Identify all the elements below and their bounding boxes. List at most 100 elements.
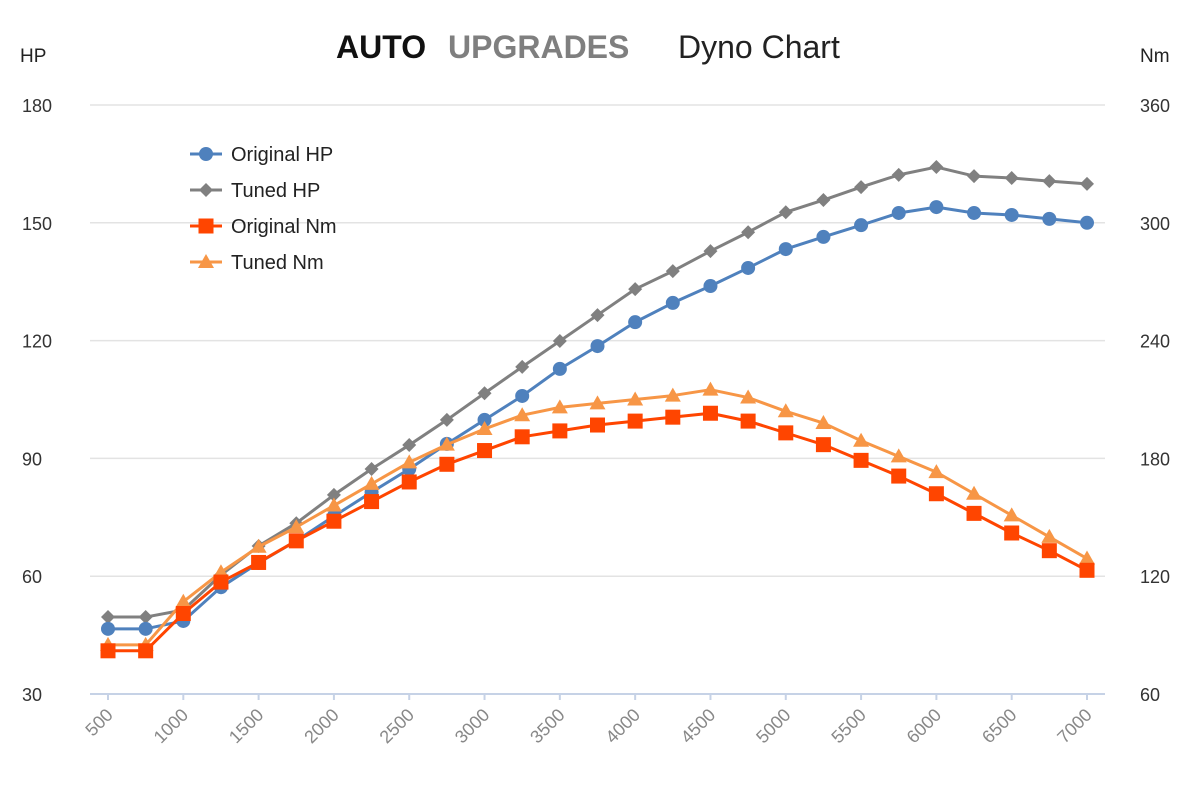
data-point	[552, 333, 567, 348]
y-right-tick-label: 360	[1140, 96, 1170, 116]
data-point	[175, 593, 192, 608]
data-point	[101, 610, 115, 625]
data-point	[401, 474, 417, 490]
y-right-tick-label: 300	[1140, 214, 1170, 234]
legend-label: Tuned HP	[231, 180, 320, 202]
data-point	[1004, 171, 1019, 186]
y-left-tick-label: 180	[22, 96, 52, 116]
y-right-tick-label: 120	[1140, 567, 1170, 587]
data-point	[551, 399, 568, 414]
data-point	[326, 513, 342, 529]
x-tick-label: 1000	[150, 705, 192, 747]
y-left-tick-label: 30	[22, 685, 42, 705]
data-point	[741, 260, 756, 275]
data-point	[891, 205, 906, 220]
chart-title: Dyno Chart	[678, 29, 840, 65]
y-left-tick-label: 90	[22, 449, 42, 469]
data-point	[477, 443, 493, 459]
data-point	[702, 405, 718, 421]
x-tick-label: 500	[81, 705, 116, 740]
data-point	[665, 264, 680, 279]
data-point	[364, 494, 380, 510]
data-point	[815, 437, 831, 453]
legend-label: Original HP	[231, 144, 333, 166]
y-axis-left-label: HP	[20, 46, 46, 67]
data-point	[703, 279, 718, 294]
x-tick-label: 4500	[677, 705, 719, 747]
data-point	[364, 462, 379, 477]
x-tick-label: 3500	[526, 705, 568, 747]
y-left-tick-label: 150	[22, 214, 52, 234]
data-point	[1080, 176, 1094, 191]
data-point	[326, 487, 341, 502]
data-point	[740, 413, 756, 429]
series-tuned-nm	[100, 381, 1095, 651]
data-point	[853, 432, 870, 447]
data-point	[628, 315, 643, 330]
data-point	[1080, 215, 1094, 230]
x-tick-label: 2500	[376, 705, 418, 747]
data-point	[515, 388, 530, 403]
data-point	[363, 475, 380, 490]
data-point	[589, 395, 606, 410]
y-right-tick-label: 60	[1140, 685, 1160, 705]
data-point	[439, 412, 454, 427]
x-tick-label: 6500	[978, 705, 1020, 747]
data-point	[1003, 507, 1020, 522]
data-point	[515, 359, 530, 374]
data-point	[590, 339, 605, 354]
data-point	[966, 485, 983, 500]
data-point	[628, 282, 643, 297]
data-point	[854, 180, 869, 195]
x-tick-label: 5500	[827, 705, 869, 747]
data-point	[514, 407, 531, 422]
x-tick-label: 7000	[1053, 705, 1095, 747]
x-tick-label: 4000	[602, 705, 644, 747]
data-point	[401, 454, 418, 469]
chart-title-brand-upgrades: UPGRADES	[448, 29, 629, 65]
data-point	[438, 436, 455, 451]
data-point	[740, 389, 757, 404]
data-point	[627, 413, 643, 429]
data-point	[891, 167, 906, 182]
data-point	[325, 497, 342, 512]
data-point	[929, 200, 944, 215]
x-tick-label: 3000	[451, 705, 493, 747]
x-tick-label: 5000	[752, 705, 794, 747]
legend-label: Original Nm	[231, 216, 337, 238]
legend-label: Tuned Nm	[231, 252, 324, 274]
data-point	[627, 391, 644, 406]
data-point	[1041, 543, 1057, 559]
data-point	[477, 412, 492, 427]
data-point	[514, 429, 530, 445]
data-point	[138, 610, 153, 625]
data-point	[967, 205, 982, 220]
data-point	[816, 193, 831, 208]
data-point	[1041, 528, 1058, 543]
data-point	[890, 448, 907, 463]
data-point	[778, 425, 794, 441]
data-point	[100, 643, 116, 659]
x-tick-label: 6000	[903, 705, 945, 747]
data-point	[891, 468, 907, 484]
data-point	[853, 452, 869, 468]
data-point	[590, 417, 605, 433]
data-point	[476, 420, 493, 435]
data-point	[251, 554, 267, 570]
data-point	[816, 229, 831, 244]
data-point	[929, 160, 944, 175]
data-point	[138, 643, 154, 659]
data-point	[777, 403, 794, 418]
x-tick-label: 1500	[225, 705, 267, 747]
data-point	[439, 456, 455, 472]
data-point	[1004, 525, 1020, 541]
data-point	[928, 486, 944, 502]
data-point	[288, 519, 305, 534]
data-point	[250, 538, 267, 553]
series-line	[108, 411, 1088, 653]
data-point	[198, 218, 214, 234]
data-point	[288, 533, 304, 549]
data-point	[590, 308, 605, 323]
data-point	[741, 225, 756, 240]
